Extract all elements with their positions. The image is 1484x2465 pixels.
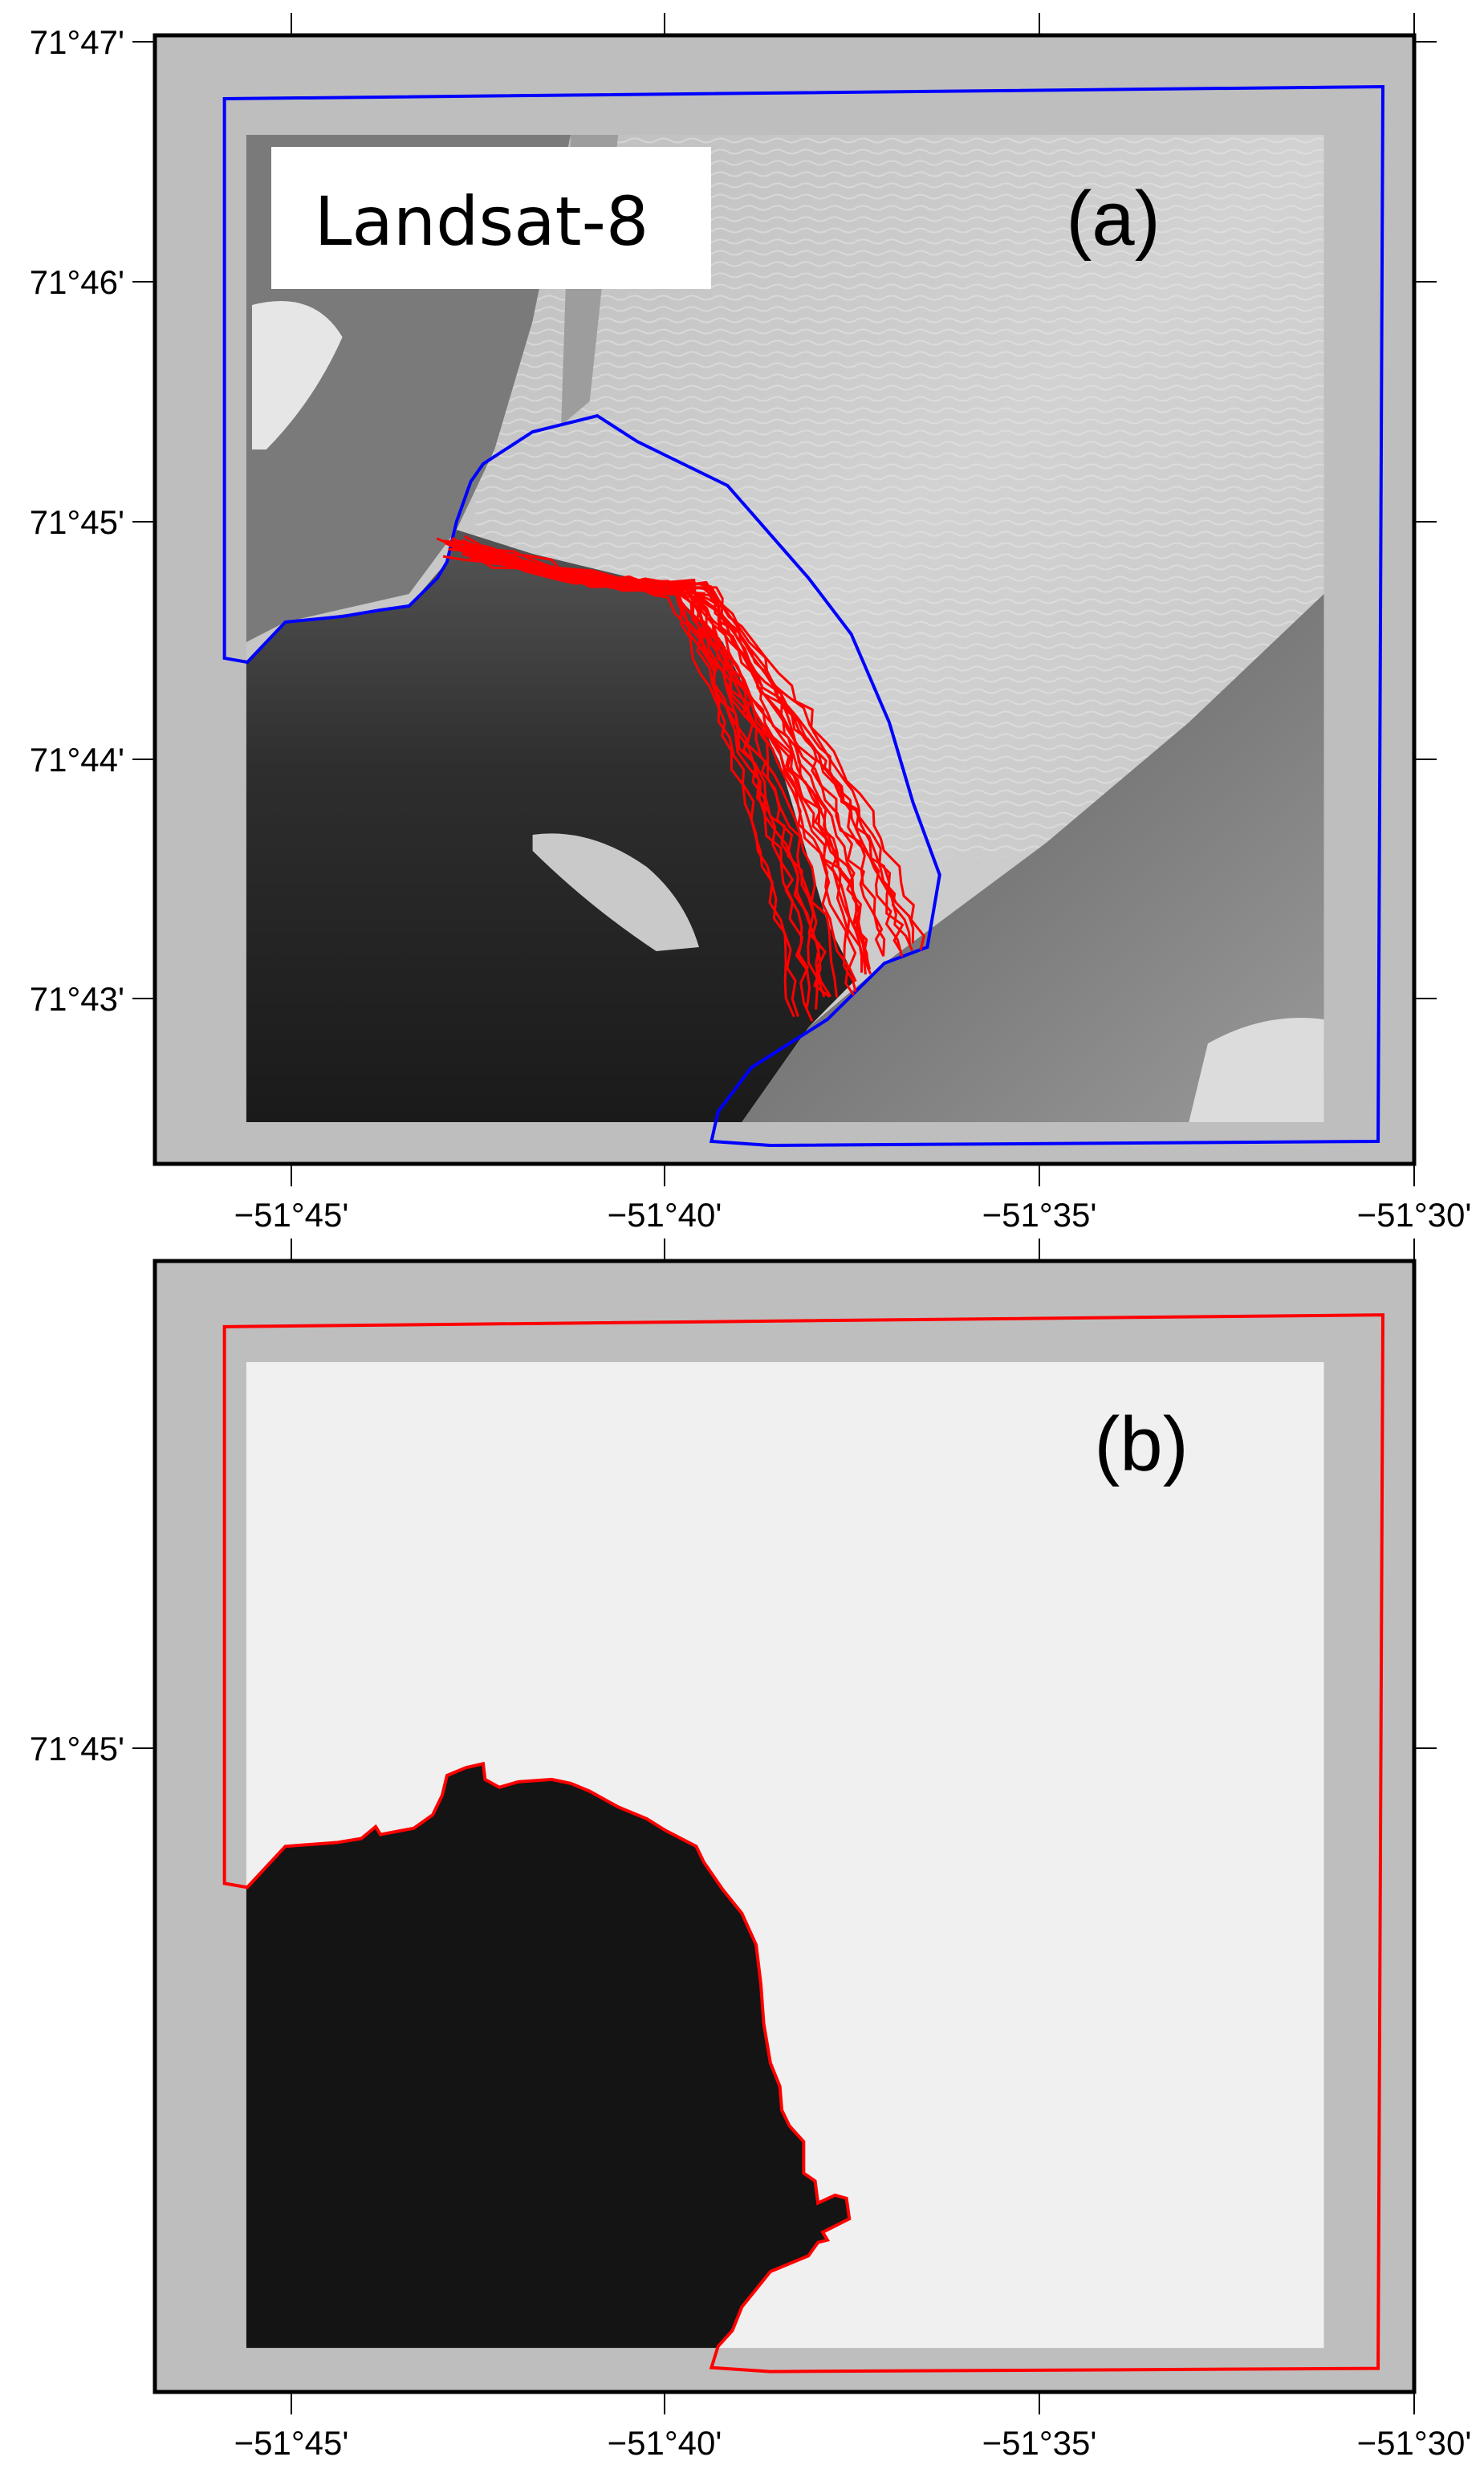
calving-front-line xyxy=(460,546,912,950)
y-tick-label: 71°47' xyxy=(30,23,124,61)
panel-a-label: (a) xyxy=(1066,176,1160,262)
x-tick-label: −51°45' xyxy=(234,2424,349,2462)
y-tick-label: 71°44' xyxy=(30,741,124,779)
y-tick-label: 71°45' xyxy=(30,1730,124,1767)
x-tick-label: −51°35' xyxy=(982,2424,1097,2462)
blue-outline xyxy=(225,87,1383,1145)
y-tick-label: 71°46' xyxy=(30,263,124,301)
calving-front-line xyxy=(465,548,856,992)
x-tick-label: −51°40' xyxy=(608,2424,722,2462)
calving-front-line xyxy=(443,556,798,1016)
x-tick-label: −51°30' xyxy=(1357,2424,1472,2462)
land-mask xyxy=(246,1763,850,2349)
sensor-label-box xyxy=(271,147,711,289)
iceberg xyxy=(532,833,699,951)
x-tick-label: −51°30' xyxy=(1357,1196,1472,1234)
calving-front-line xyxy=(449,543,868,969)
panel-b-label: (b) xyxy=(1094,1401,1188,1487)
x-tick-label: −51°35' xyxy=(982,1196,1097,1234)
calving-front-line xyxy=(465,554,913,944)
y-tick-label: 71°43' xyxy=(30,980,124,1018)
panel-a: Landsat-8 (a) −51°45' −51°40' −51°35' −51°3… xyxy=(30,13,1472,1234)
panel-a-axes: −51°45' −51°40' −51°35' −51°30' 71°47' 71°46'… xyxy=(30,13,1472,1234)
red-outline xyxy=(225,1315,1383,2372)
southeast-land xyxy=(742,594,1324,1122)
panel-b: (b) −51°45' −51°40' −51°35' −51°30' 71°45' xyxy=(30,1239,1472,2462)
calving-front-lines xyxy=(437,536,924,1021)
calving-front-line xyxy=(459,546,924,950)
panel-b-axes: −51°45' −51°40' −51°35' −51°30' 71°45' xyxy=(30,1239,1472,2462)
x-tick-label: −51°45' xyxy=(234,1196,349,1234)
sensor-label: Landsat-8 xyxy=(315,182,649,261)
y-tick-label: 71°45' xyxy=(30,503,124,541)
x-tick-label: −51°40' xyxy=(608,1196,722,1234)
